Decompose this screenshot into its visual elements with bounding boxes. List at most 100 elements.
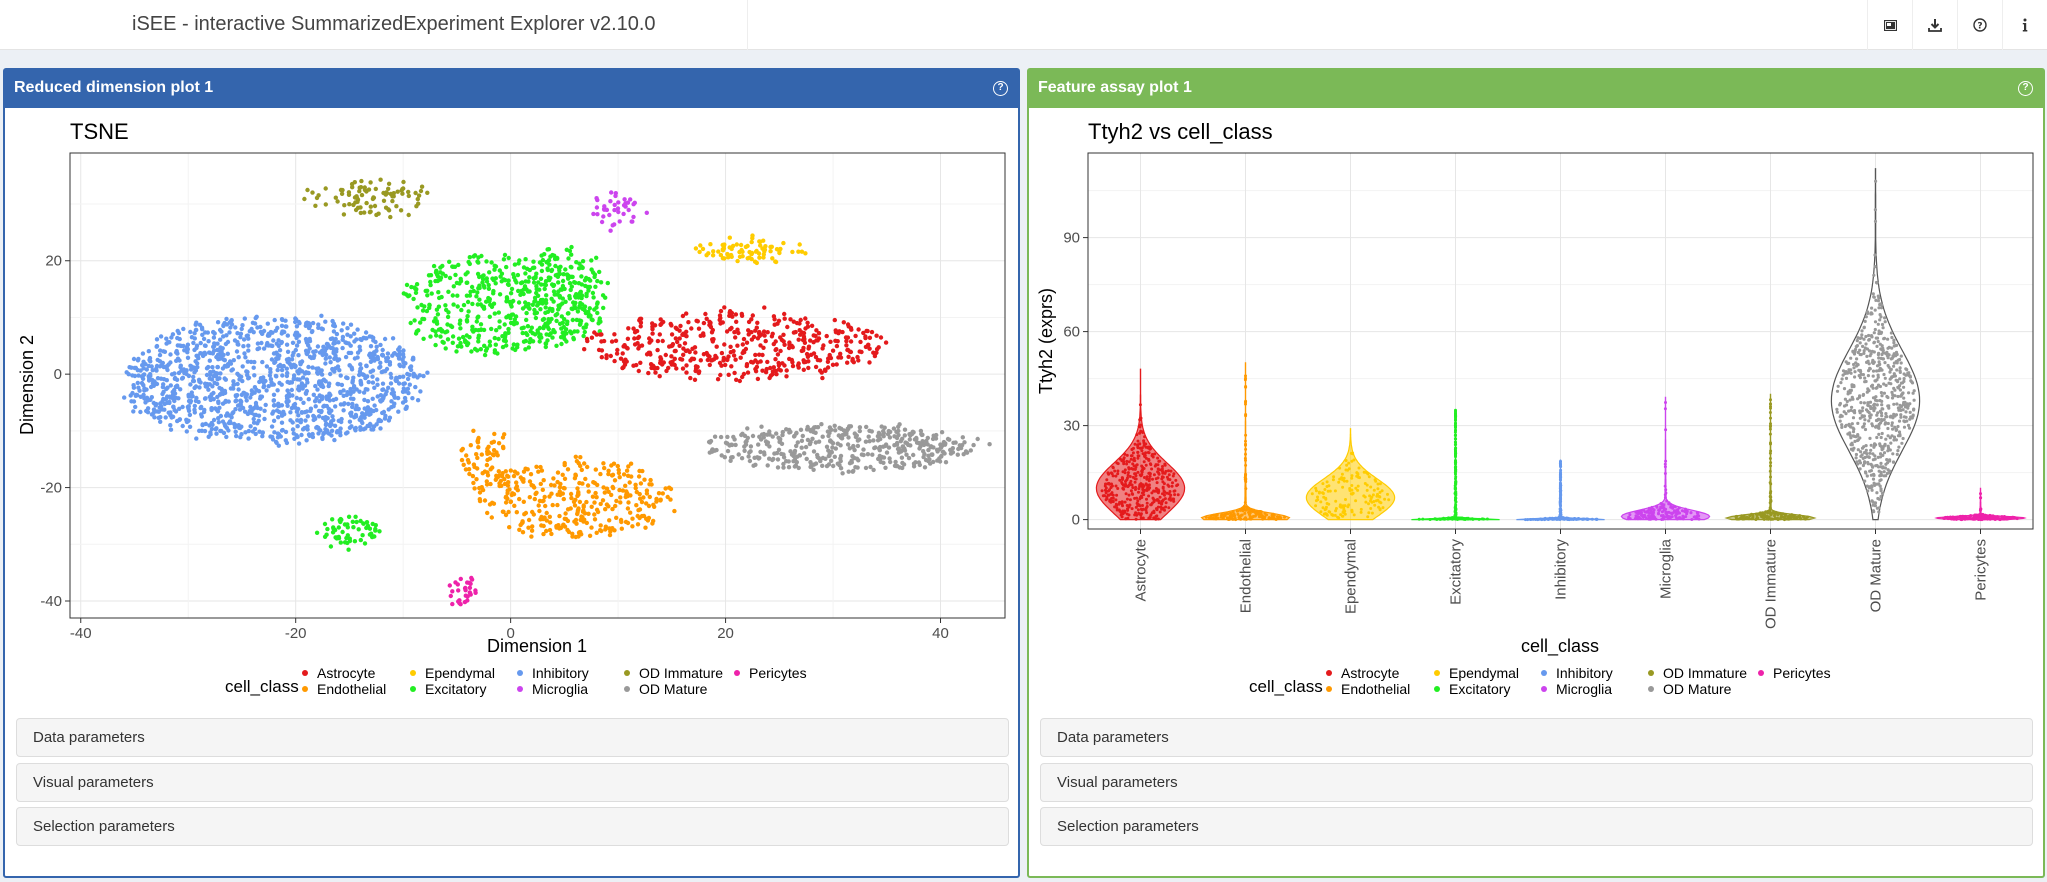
plot-title: Ttyh2 vs cell_class (1088, 119, 1273, 144)
plot-title: TSNE (70, 119, 129, 144)
legend-item-endothelial: Endothelial (1326, 681, 1410, 697)
violins (1095, 168, 2027, 522)
legend-item-pericytes: Pericytes (1758, 665, 1831, 681)
legend-item-inhibitory: Inhibitory (517, 665, 589, 681)
svg-text:Inhibitory: Inhibitory (532, 665, 589, 681)
y-axis-title: Dimension 2 (17, 335, 37, 435)
x-tick-label: Astrocyte (1133, 539, 1150, 602)
x-tick-label: -20 (285, 625, 307, 642)
cluster-endothelial (459, 428, 520, 506)
question-circle-icon[interactable]: ? (1957, 0, 2002, 50)
violin-inhibitory (1516, 459, 1605, 522)
x-tick-label: OD Immature (1763, 539, 1780, 629)
legend-item-pericytes: Pericytes (734, 665, 807, 681)
selection-parameters-toggle[interactable]: Selection parameters (1040, 807, 2033, 846)
legend-title: cell_class (1249, 677, 1323, 696)
scatter-points (122, 177, 992, 607)
violin-excitatory (1411, 408, 1500, 521)
y-tick-label: -20 (40, 480, 62, 497)
violin-od-mature (1830, 168, 1921, 521)
violin-ependymal (1305, 428, 1396, 521)
visual-parameters-toggle[interactable]: Visual parameters (16, 763, 1009, 802)
y-axis-title: Ttyh2 (exprs) (1036, 288, 1056, 394)
y-tick-label: 20 (45, 253, 62, 270)
data-parameters-toggle[interactable]: Data parameters (16, 718, 1009, 757)
x-tick-label: OD Mature (1868, 539, 1885, 612)
svg-text:Astrocyte: Astrocyte (317, 665, 376, 681)
y-tick-label: 0 (1072, 512, 1080, 529)
plot-gridlines (70, 153, 1005, 618)
selection-parameters-toggle[interactable]: Selection parameters (16, 807, 1009, 846)
x-tick-label: 20 (717, 625, 734, 642)
y-tick-label: 0 (54, 366, 62, 383)
app-brand: iSEE - interactive SummarizedExperiment … (0, 0, 748, 50)
image-icon[interactable] (1867, 0, 1912, 50)
cluster-inhibitory (122, 313, 430, 448)
x-tick-label: Endothelial (1238, 539, 1255, 613)
x-tick-label: Pericytes (1973, 539, 1990, 601)
y-tick-label: 60 (1063, 324, 1080, 341)
panel-title: Feature assay plot 1 (1038, 79, 1192, 96)
violin-endothelial (1200, 362, 1291, 522)
legend-item-excitatory: Excitatory (1434, 681, 1510, 697)
cluster-ependymal (693, 233, 808, 266)
download-icon[interactable] (1912, 0, 1957, 50)
top-navbar: iSEE - interactive SummarizedExperiment … (0, 0, 2047, 50)
header-toolbar: ? (1867, 0, 2047, 50)
tsne-plot[interactable]: TSNE -40 -20 0 20 40 -40 -20 0 20 Dimension 1 Di… (5, 108, 1018, 708)
svg-text:Pericytes: Pericytes (749, 665, 807, 681)
x-tick-label: Microglia (1658, 538, 1675, 599)
x-tick-label: 0 (506, 625, 514, 642)
app-title: iSEE - interactive SummarizedExperiment … (132, 13, 656, 35)
legend-item-ependymal: Ependymal (1434, 665, 1519, 681)
panel-title: Reduced dimension plot 1 (14, 79, 214, 96)
axis-ticks: 0 30 60 90 Astrocyte Endothelial Ependymal Exci… (1063, 230, 1989, 629)
cluster-pericytes (447, 575, 478, 607)
violin-pericytes (1934, 487, 2027, 522)
x-tick-label: Excitatory (1448, 539, 1465, 605)
plot-frame (69, 152, 1006, 619)
legend-title: cell_class (225, 677, 299, 696)
legend-item-od-immature: OD Immature (624, 665, 723, 681)
y-tick-label: -40 (40, 593, 62, 610)
axis-ticks: -40 -20 0 20 40 -40 -20 0 20 (40, 253, 949, 642)
legend-item-od-immature: OD Immature (1648, 665, 1747, 681)
reduced-dimension-panel: Reduced dimension plot 1 ? TSNE -40 -20 0 2… (3, 68, 1020, 878)
svg-text:Ependymal: Ependymal (425, 665, 495, 681)
svg-text:?: ? (1977, 22, 1982, 32)
legend-item-microglia: Microglia (1541, 681, 1612, 697)
panel-header: Feature assay plot 1 ? (1029, 70, 2043, 108)
legend-item-od-mature: OD Mature (1648, 681, 1732, 697)
legend-item-inhibitory: Inhibitory (1541, 665, 1613, 681)
legend-item-endothelial: Endothelial (302, 681, 386, 697)
svg-text:Excitatory: Excitatory (425, 681, 486, 697)
cluster-excitatory (521, 244, 610, 341)
violin-od-immature (1724, 393, 1817, 522)
x-axis-title: cell_class (1521, 636, 1599, 657)
info-icon[interactable] (2002, 0, 2047, 50)
data-parameters-toggle[interactable]: Data parameters (1040, 718, 2033, 757)
svg-text:OD Immature: OD Immature (639, 665, 723, 681)
svg-text:Microglia: Microglia (532, 681, 588, 697)
cluster-astrocyte (582, 305, 889, 384)
cluster-od-immature (302, 177, 430, 220)
y-tick-label: 90 (1063, 230, 1080, 247)
cluster-endothelial (477, 454, 677, 540)
y-tick-label: 30 (1063, 418, 1080, 435)
help-icon[interactable]: ? (993, 81, 1008, 96)
legend-item-astrocyte: Astrocyte (1326, 665, 1400, 681)
x-tick-label: -40 (70, 625, 92, 642)
svg-text:OD Mature: OD Mature (639, 681, 708, 697)
feature-assay-panel: Feature assay plot 1 ? Ttyh2 vs cell_cla… (1027, 68, 2045, 878)
help-icon[interactable]: ? (2018, 81, 2033, 96)
visual-parameters-toggle[interactable]: Visual parameters (1040, 763, 2033, 802)
x-tick-label: 40 (932, 625, 949, 642)
legend-item-microglia: Microglia (517, 681, 588, 697)
x-tick-label: Ependymal (1343, 539, 1360, 614)
x-tick-label: Inhibitory (1553, 539, 1570, 600)
legend-item-ependymal: Ependymal (410, 665, 495, 681)
legend-item-excitatory: Excitatory (410, 681, 486, 697)
panel-header: Reduced dimension plot 1 ? (5, 70, 1018, 108)
